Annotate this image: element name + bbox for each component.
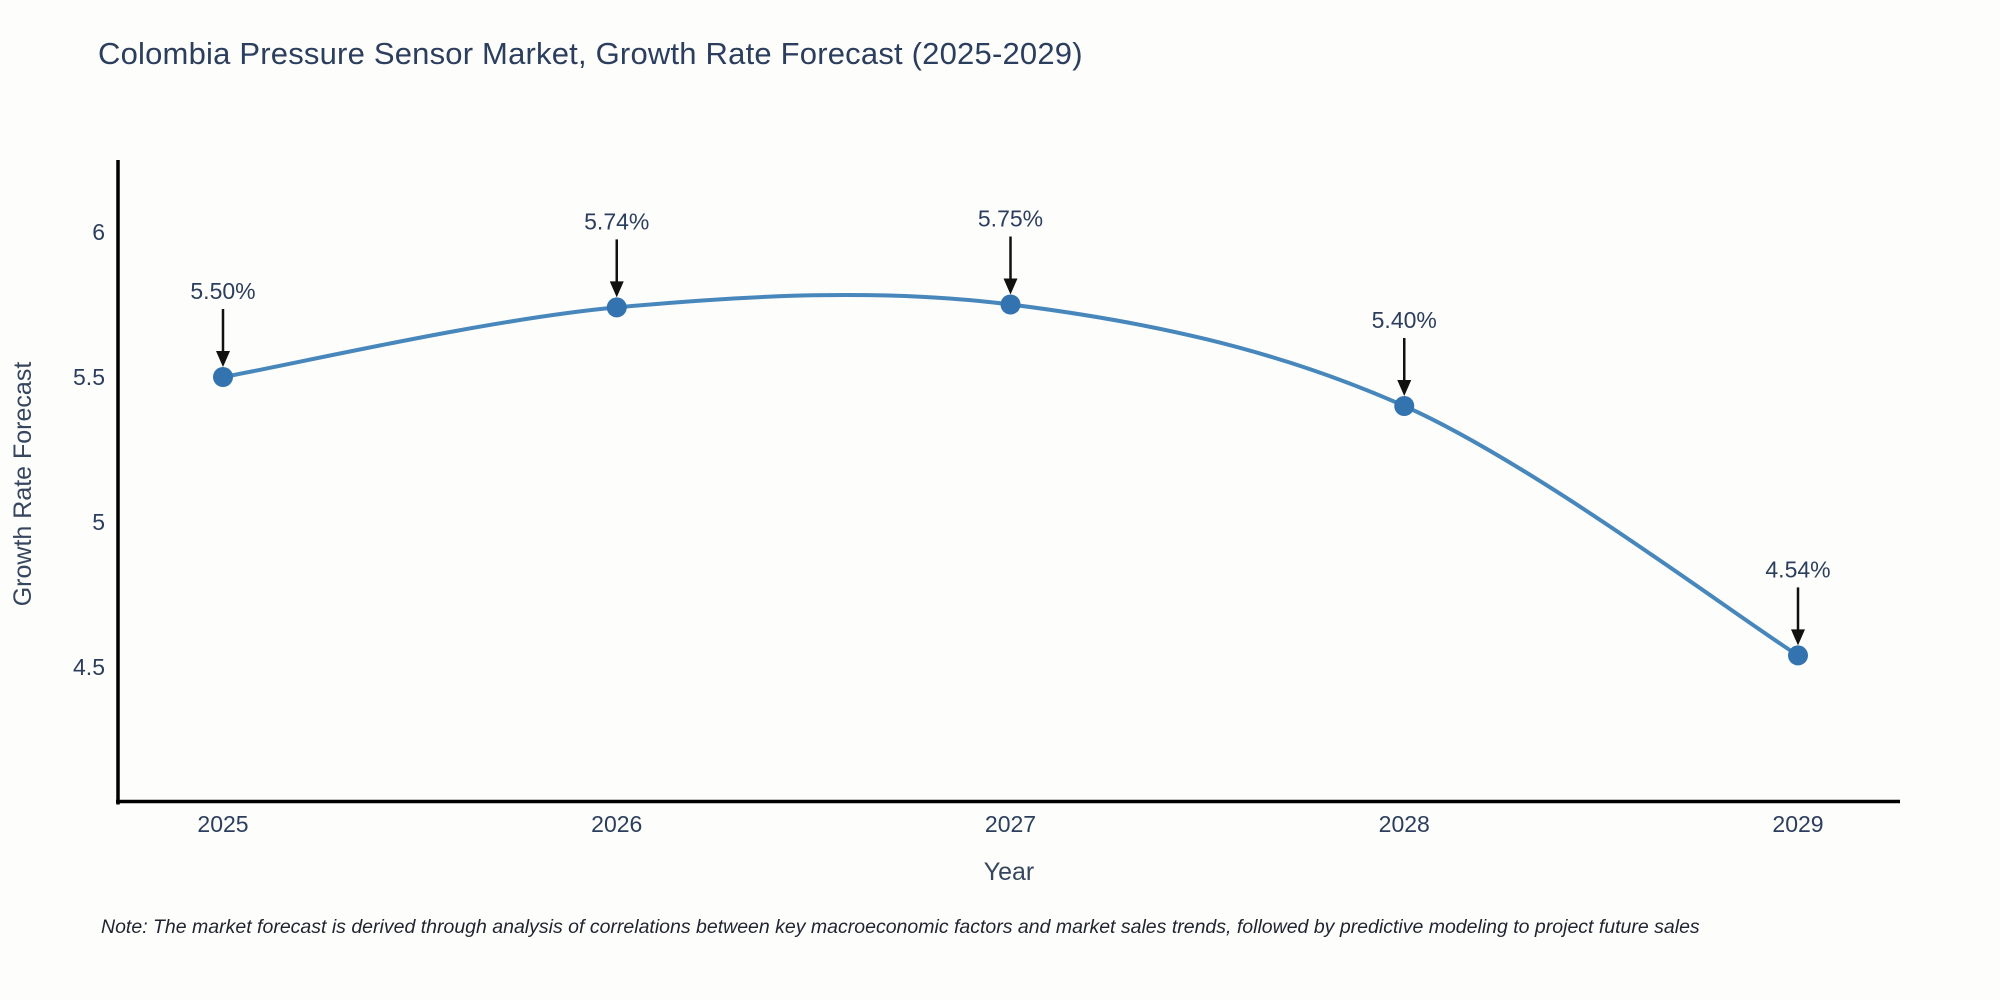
chart-title: Colombia Pressure Sensor Market, Growth … xyxy=(98,36,1083,71)
x-tick-label: 2029 xyxy=(1772,811,1823,837)
y-tick-label: 4.5 xyxy=(73,654,105,680)
data-point-2027[interactable] xyxy=(1000,294,1021,315)
annotation-arrow-head-icon xyxy=(216,351,230,367)
x-tick-label: 2025 xyxy=(197,811,248,837)
annotation-arrow-head-icon xyxy=(1397,380,1412,396)
data-point-label: 5.50% xyxy=(190,278,255,304)
data-point-2028[interactable] xyxy=(1394,396,1415,416)
y-tick-label: 5 xyxy=(92,509,105,535)
chart-footnote: Note: The market forecast is derived thr… xyxy=(101,916,1700,938)
data-point-2025[interactable] xyxy=(213,367,233,387)
data-point-label: 5.75% xyxy=(978,206,1043,232)
annotation-arrow-head-icon xyxy=(609,281,624,298)
y-axis-title: Growth Rate Forecast xyxy=(9,361,37,607)
y-tick-label: 6 xyxy=(92,219,105,245)
x-tick-label: 2027 xyxy=(985,811,1036,837)
x-tick-label: 2028 xyxy=(1379,811,1430,837)
data-point-label: 5.40% xyxy=(1372,307,1437,333)
y-tick-label: 5.5 xyxy=(73,364,105,390)
data-point-2026[interactable] xyxy=(606,297,627,318)
x-axis-title: Year xyxy=(983,858,1035,886)
annotation-arrow-head-icon xyxy=(1791,629,1805,646)
data-point-label: 5.74% xyxy=(584,208,649,234)
data-point-2029[interactable] xyxy=(1788,645,1808,666)
annotation-arrow-head-icon xyxy=(1003,278,1018,295)
data-point-label: 4.54% xyxy=(1765,556,1830,582)
trend-line xyxy=(221,292,1800,658)
x-tick-label: 2026 xyxy=(591,811,642,837)
